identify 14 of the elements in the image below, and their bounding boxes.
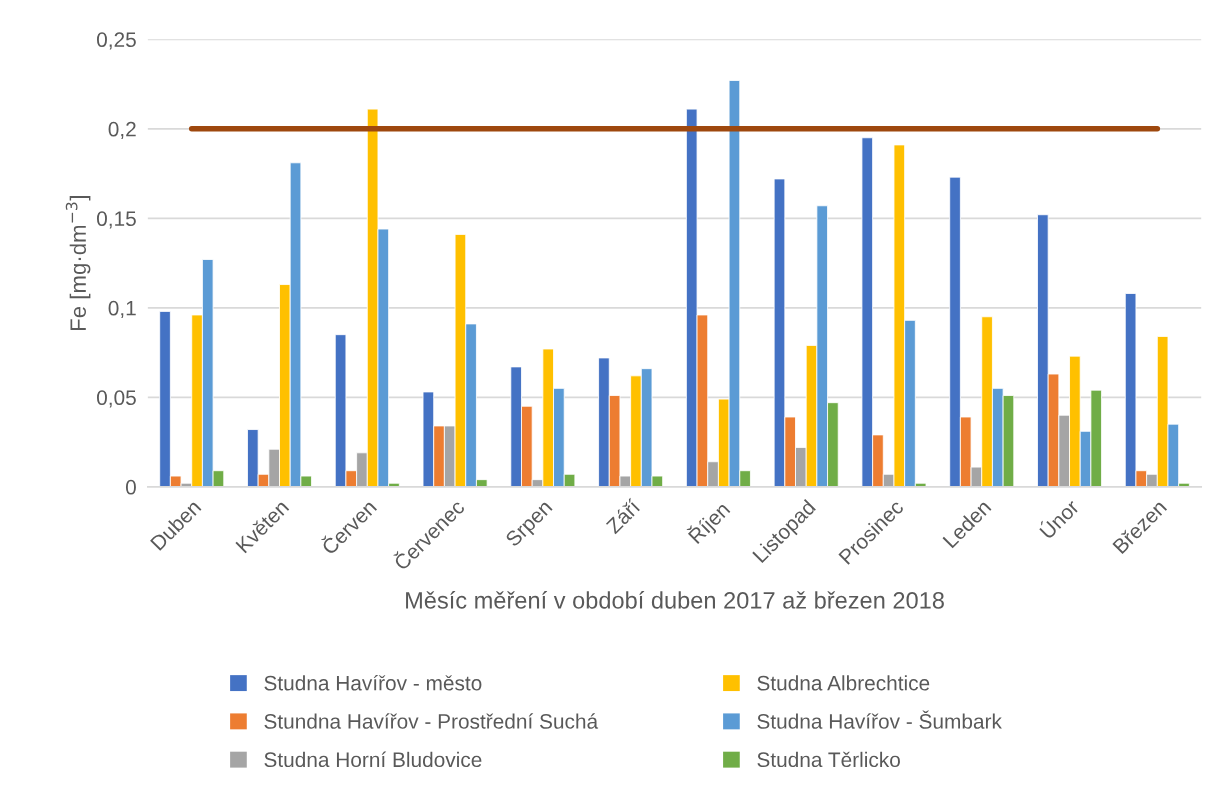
legend-label: Studna Těrlicko <box>757 751 900 768</box>
legend-label: Stundna Havířov - Prostřední Suchá <box>264 713 599 729</box>
y-tick-label: 0 <box>125 479 136 495</box>
legend-label: Studna Horní Bludovice <box>264 751 482 768</box>
legend-label: Studna Albrechtice <box>757 675 930 691</box>
y-tick-label: 0,05 <box>97 390 136 408</box>
y-tick-label: 0,2 <box>108 121 136 140</box>
y-tick-label: 0,25 <box>97 32 136 50</box>
x-axis-title: Měsíc měření v období duben 2017 až březen 2018 <box>406 591 944 609</box>
y-tick-label: 0,1 <box>108 300 136 319</box>
legend-label: Studna Havířov - Šumbark <box>757 710 1002 729</box>
y-tick-label: 0,15 <box>97 211 136 229</box>
y-axis-title: Fe [mg·dm$^{−3}$] <box>65 196 91 331</box>
legend-label: Studna Havířov - město <box>264 674 482 691</box>
